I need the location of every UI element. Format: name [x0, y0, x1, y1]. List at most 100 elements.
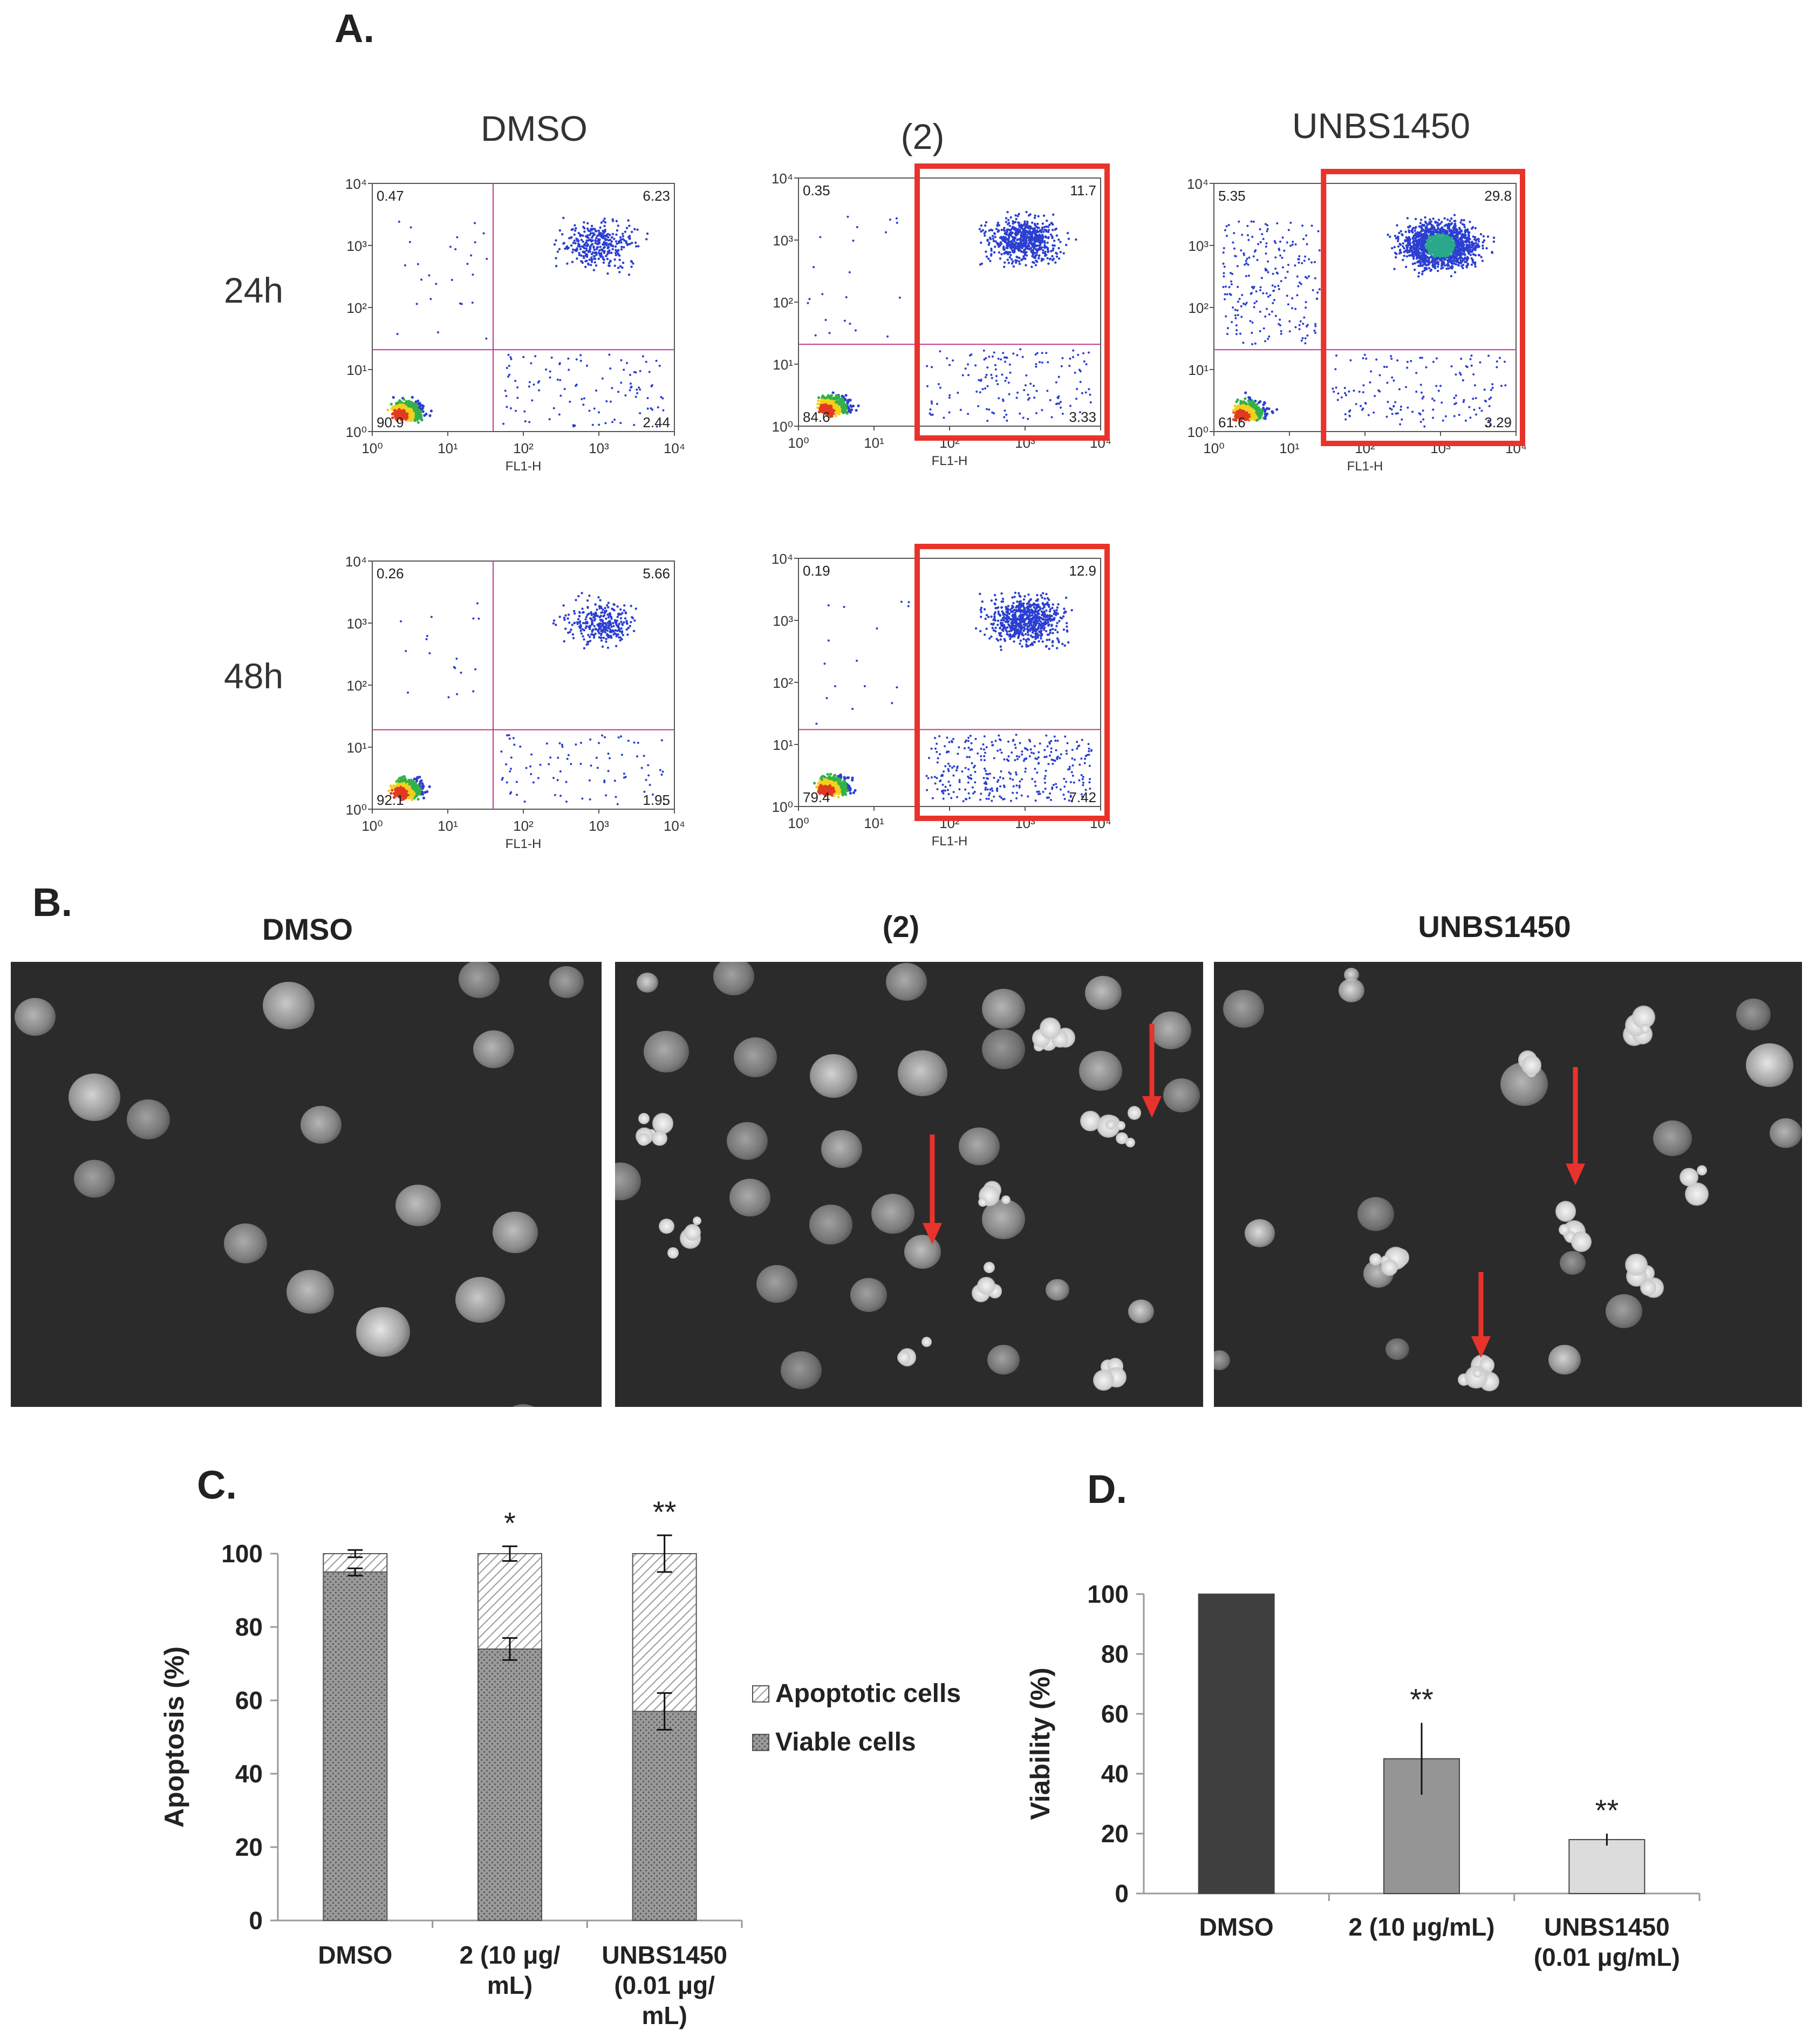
- event-dot: [1005, 221, 1008, 223]
- event-dot: [1412, 257, 1415, 260]
- event-dot: [1428, 267, 1431, 270]
- event-dot: [1463, 252, 1466, 255]
- event-dot: [1477, 240, 1480, 243]
- event-dot: [1465, 261, 1467, 263]
- event-dot: [995, 379, 998, 382]
- event-dot: [505, 395, 508, 398]
- event-dot: [946, 357, 948, 360]
- y-tick-label: 10⁰: [772, 419, 793, 435]
- event-dot: [1057, 238, 1060, 241]
- event-dot: [1411, 263, 1415, 265]
- event-dot: [1046, 248, 1049, 251]
- event-dot: [839, 400, 843, 404]
- event-dot: [624, 230, 627, 233]
- event-dot: [585, 247, 588, 250]
- event-dot: [583, 244, 585, 247]
- event-dot: [1032, 237, 1035, 240]
- event-dot: [1419, 218, 1423, 221]
- event-dot: [980, 230, 982, 233]
- event-dot: [981, 388, 984, 391]
- event-dot: [1007, 234, 1010, 237]
- event-dot: [583, 256, 585, 259]
- event-dot: [1011, 262, 1014, 265]
- event-dot: [578, 254, 581, 256]
- event-dot: [936, 402, 938, 405]
- event-dot: [412, 401, 415, 405]
- event-dot: [600, 248, 604, 251]
- event-dot: [825, 399, 828, 402]
- event-dot: [603, 241, 606, 243]
- plot-frame: [372, 183, 675, 432]
- event-dot: [632, 262, 634, 265]
- event-dot: [1250, 418, 1253, 421]
- event-dot: [1042, 251, 1045, 254]
- event-dot: [585, 241, 588, 244]
- event-dot: [1027, 243, 1030, 247]
- event-dot: [1414, 217, 1417, 221]
- event-dot: [1004, 261, 1006, 264]
- event-dot: [1035, 389, 1038, 392]
- event-dot: [1007, 237, 1010, 240]
- event-dot: [418, 401, 421, 405]
- event-dot: [1053, 240, 1056, 242]
- event-dot: [1465, 241, 1467, 244]
- event-dot: [1046, 241, 1049, 244]
- event-dot: [1244, 414, 1247, 418]
- event-dot: [582, 240, 584, 243]
- event-dot: [661, 397, 664, 400]
- event-dot: [1233, 404, 1237, 407]
- event-dot: [622, 262, 625, 264]
- event-dot: [1016, 248, 1019, 250]
- event-dot: [1019, 242, 1022, 245]
- event-dot: [826, 401, 830, 405]
- event-dot: [1421, 228, 1424, 231]
- event-dot: [1424, 229, 1427, 232]
- event-dot: [995, 228, 998, 230]
- event-dot: [995, 375, 998, 378]
- event-dot: [598, 423, 600, 426]
- event-dot: [948, 397, 951, 399]
- event-dot: [974, 364, 977, 367]
- event-dot: [402, 398, 406, 401]
- event-dot: [625, 362, 628, 365]
- event-dot: [1472, 253, 1475, 256]
- event-dot: [616, 242, 618, 245]
- event-dot: [1051, 244, 1054, 247]
- event-dot: [1275, 408, 1279, 411]
- event-dot: [390, 402, 393, 406]
- event-dot: [1449, 220, 1451, 222]
- event-dot: [1239, 400, 1243, 403]
- event-dot: [1434, 221, 1437, 223]
- event-dot: [589, 250, 591, 253]
- event-dot: [1033, 385, 1035, 387]
- event-dot: [998, 251, 1001, 254]
- event-dot: [408, 241, 411, 243]
- event-dot: [856, 225, 858, 228]
- event-dot: [1006, 419, 1008, 422]
- event-dot: [571, 261, 574, 263]
- event-dot: [844, 407, 848, 411]
- event-dot: [603, 251, 606, 254]
- event-dot: [1431, 243, 1434, 245]
- event-dot: [997, 357, 1000, 360]
- event-dot: [1059, 241, 1062, 243]
- event-dot: [587, 229, 590, 232]
- event-dot: [994, 236, 996, 238]
- event-dot: [1008, 256, 1011, 259]
- event-dot: [835, 401, 838, 404]
- event-dot: [575, 227, 577, 230]
- event-dot: [1396, 240, 1400, 243]
- event-dot: [582, 234, 584, 237]
- event-dot: [1466, 244, 1469, 248]
- event-dot: [485, 337, 488, 340]
- event-dot: [990, 247, 993, 250]
- event-dot: [590, 258, 592, 261]
- event-dot: [1009, 251, 1012, 254]
- event-dot: [828, 402, 832, 405]
- event-dot: [602, 229, 604, 233]
- event-dot: [593, 407, 596, 410]
- event-dot: [1023, 231, 1027, 234]
- event-dot: [1479, 233, 1483, 236]
- event-dot: [1022, 238, 1026, 241]
- event-dot: [395, 405, 398, 408]
